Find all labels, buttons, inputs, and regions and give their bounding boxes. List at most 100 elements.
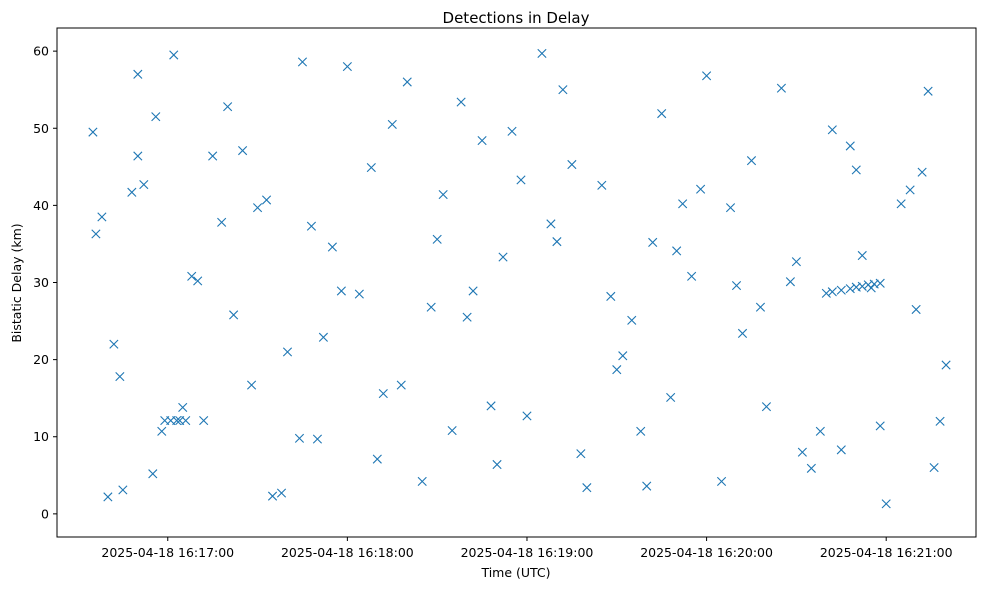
data-point	[716, 476, 727, 487]
data-point	[797, 447, 807, 457]
data-point	[731, 280, 742, 291]
x-axis-ticks: 2025-04-18 16:17:00 2025-04-18 16:18:00 20…	[101, 537, 953, 560]
data-point	[297, 57, 308, 67]
data-point	[336, 286, 346, 296]
data-point	[432, 234, 442, 244]
data-point	[151, 112, 161, 122]
data-point	[187, 271, 197, 281]
data-point	[238, 146, 248, 156]
y-tick-label: 20	[33, 352, 49, 367]
data-point	[109, 339, 119, 349]
x-tick-label: 2025-04-18 16:17:00	[101, 545, 234, 560]
data-point	[875, 421, 885, 431]
y-tick-label: 60	[33, 44, 49, 59]
data-point	[354, 289, 364, 299]
data-point	[157, 426, 167, 436]
data-point	[845, 141, 855, 151]
data-point	[342, 61, 352, 72]
data-point	[139, 179, 149, 190]
data-point	[522, 411, 532, 421]
data-point	[929, 463, 939, 473]
data-point	[546, 219, 556, 229]
data-point	[935, 416, 945, 426]
data-point	[678, 199, 688, 209]
y-tick-label: 10	[33, 429, 49, 444]
data-point	[462, 312, 472, 322]
data-point	[438, 189, 448, 200]
data-point	[426, 302, 436, 312]
data-point	[507, 126, 517, 136]
data-point	[755, 302, 766, 312]
data-point	[208, 151, 218, 161]
data-point	[516, 175, 526, 185]
data-point	[267, 491, 278, 501]
data-point	[133, 151, 143, 161]
x-tick-label: 2025-04-18 16:20:00	[640, 545, 773, 560]
data-point	[827, 287, 837, 297]
data-point	[666, 392, 676, 402]
data-point	[456, 97, 466, 107]
data-point	[582, 483, 592, 493]
data-point	[618, 351, 628, 361]
data-point	[725, 203, 736, 213]
chart-title: Detections in Delay	[443, 9, 590, 27]
data-point	[923, 86, 933, 96]
data-point	[896, 199, 906, 209]
y-tick-label: 40	[33, 198, 49, 213]
y-tick-label: 30	[33, 275, 49, 290]
data-point	[306, 221, 317, 231]
data-point	[696, 184, 706, 194]
data-point	[396, 380, 406, 390]
data-point	[402, 77, 412, 87]
data-point	[836, 445, 846, 455]
data-point	[857, 281, 867, 291]
data-point	[282, 347, 293, 357]
plot-frame	[56, 27, 977, 538]
data-point	[761, 402, 772, 412]
data-point	[193, 276, 203, 286]
plot-background	[57, 28, 976, 537]
data-point	[447, 425, 457, 436]
data-point	[88, 127, 98, 137]
data-point	[318, 332, 329, 342]
data-point	[492, 459, 502, 470]
data-point	[911, 304, 921, 315]
data-point	[827, 125, 837, 135]
data-point	[875, 278, 885, 288]
data-point	[648, 237, 658, 247]
data-point	[857, 250, 867, 261]
data-point	[612, 365, 622, 375]
data-point	[417, 476, 427, 487]
data-point	[597, 180, 607, 190]
data-point	[552, 237, 562, 247]
data-point	[746, 156, 757, 166]
data-point	[701, 71, 712, 81]
data-point	[148, 469, 158, 479]
data-point	[103, 492, 113, 502]
y-tick-label: 50	[33, 121, 49, 136]
data-point	[178, 402, 188, 413]
data-point	[576, 449, 586, 459]
data-point	[687, 271, 697, 281]
data-point	[133, 69, 143, 79]
data-point	[737, 328, 748, 338]
y-axis-ticks: 0 10 20 30 40 50 60	[33, 44, 57, 521]
x-tick-label: 2025-04-18 16:21:00	[820, 545, 953, 560]
data-point	[276, 488, 287, 498]
x-tick-label: 2025-04-18 16:19:00	[461, 545, 594, 560]
data-point	[567, 159, 577, 170]
data-point	[672, 246, 682, 256]
data-point	[486, 401, 496, 411]
data-point	[294, 433, 305, 443]
data-point	[657, 109, 667, 119]
data-point	[845, 284, 855, 294]
data-point	[372, 454, 382, 464]
data-point	[537, 48, 547, 59]
data-point	[169, 50, 179, 60]
data-point	[378, 388, 388, 399]
data-point	[791, 257, 801, 267]
data-point	[606, 291, 616, 301]
x-axis-label: Time (UTC)	[480, 565, 550, 580]
data-point	[387, 119, 397, 129]
